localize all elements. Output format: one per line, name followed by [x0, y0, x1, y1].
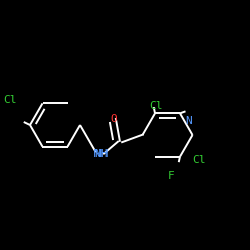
Text: F: F [168, 171, 174, 181]
Text: N: N [186, 116, 192, 126]
Text: Cl: Cl [192, 155, 205, 165]
Text: O: O [110, 114, 117, 124]
Text: NH: NH [94, 149, 108, 159]
Text: Cl: Cl [150, 101, 163, 111]
Text: NH: NH [93, 149, 110, 159]
Text: Cl: Cl [3, 95, 17, 105]
